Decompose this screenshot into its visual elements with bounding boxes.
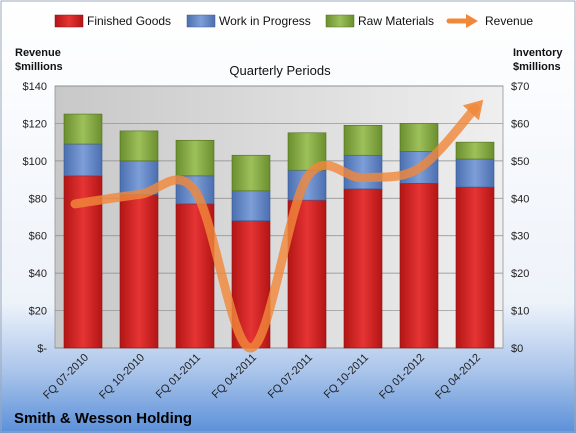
legend: Finished Goods Work in Progress Raw Mate… bbox=[54, 14, 533, 28]
left-tick-label: $40 bbox=[29, 268, 47, 280]
right-tick-label: $40 bbox=[511, 193, 529, 205]
left-tick-label: $140 bbox=[23, 81, 47, 93]
left-tick-label: $80 bbox=[29, 193, 47, 205]
bar-raw-materials bbox=[455, 141, 495, 160]
bar-raw-materials bbox=[63, 113, 103, 145]
bar-raw-materials bbox=[399, 123, 439, 152]
bar-raw-materials bbox=[119, 130, 159, 162]
left-axis-title-line2: $millions bbox=[15, 61, 63, 73]
right-tick-label: $0 bbox=[511, 343, 523, 355]
revenue-arrowhead bbox=[462, 99, 484, 121]
legend-arrow-revenue bbox=[466, 14, 478, 28]
left-tick-label: $100 bbox=[23, 156, 47, 168]
legend-item-revenue: Revenue bbox=[446, 14, 533, 28]
revenue-line bbox=[70, 103, 480, 353]
chart-subtitle: Quarterly Periods bbox=[229, 63, 331, 78]
right-axis-title-line1: Inventory bbox=[513, 47, 563, 59]
legend-item-finished-goods: Finished Goods bbox=[54, 14, 171, 28]
legend-label-revenue: Revenue bbox=[485, 14, 533, 28]
right-tick-label: $20 bbox=[511, 268, 529, 280]
right-tick-label: $10 bbox=[511, 306, 529, 318]
right-axis-title-line2: $millions bbox=[513, 61, 561, 73]
left-axis-title-line1: Revenue bbox=[15, 47, 61, 59]
left-tick-label: $120 bbox=[23, 118, 47, 130]
left-tick-label: $- bbox=[37, 343, 47, 355]
right-tick-label: $70 bbox=[511, 81, 529, 93]
legend-label-finished-goods: Finished Goods bbox=[87, 14, 171, 28]
legend-item-raw-materials: Raw Materials bbox=[325, 14, 434, 28]
bar-work-in-progress bbox=[231, 190, 271, 222]
legend-swatch-work-in-progress bbox=[186, 14, 216, 28]
bar-finished-goods bbox=[455, 186, 495, 349]
legend-item-work-in-progress: Work in Progress bbox=[186, 14, 311, 28]
legend-swatch-finished-goods bbox=[54, 14, 84, 28]
right-tick-label: $50 bbox=[511, 156, 529, 168]
legend-label-work-in-progress: Work in Progress bbox=[219, 14, 311, 28]
bar-finished-goods bbox=[399, 183, 439, 349]
bar-raw-materials bbox=[343, 125, 383, 156]
left-tick-label: $60 bbox=[29, 231, 47, 243]
bar-finished-goods bbox=[119, 194, 159, 349]
right-tick-label: $60 bbox=[511, 118, 529, 130]
right-tick-label: $30 bbox=[511, 231, 529, 243]
bar-raw-materials bbox=[175, 139, 215, 177]
legend-label-raw-materials: Raw Materials bbox=[358, 14, 434, 28]
bar-finished-goods bbox=[343, 188, 383, 349]
bar-work-in-progress bbox=[455, 158, 495, 188]
chart-title: Smith & Wesson Holding bbox=[14, 410, 192, 427]
legend-swatch-raw-materials bbox=[325, 14, 355, 28]
revenue-line-layer bbox=[70, 99, 484, 353]
bar-raw-materials bbox=[231, 154, 271, 192]
right-axis-ticks: $0 $10 $20 $30 $40 $50 $60 $70 bbox=[511, 81, 529, 355]
bar-work-in-progress bbox=[63, 143, 103, 177]
left-tick-label: $20 bbox=[29, 306, 47, 318]
left-axis-ticks: $- $20 $40 $60 $80 $100 $120 $140 bbox=[23, 81, 48, 355]
